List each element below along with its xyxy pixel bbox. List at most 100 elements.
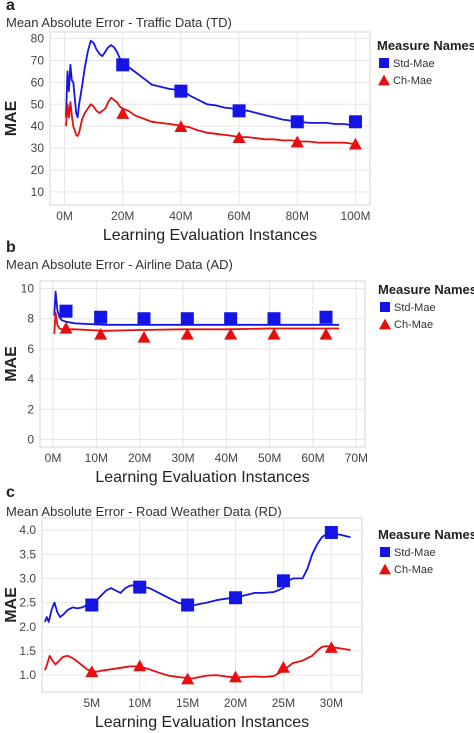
legend-std-label: Std-Mae bbox=[393, 58, 435, 70]
y-tick-label: 60 bbox=[31, 75, 45, 89]
x-tick-label: 0M bbox=[45, 451, 62, 465]
std-mae-marker bbox=[232, 104, 246, 118]
std-mae-marker bbox=[348, 115, 362, 129]
std-mae-marker bbox=[137, 312, 151, 326]
legend-std-label: Std-Mae bbox=[394, 547, 436, 559]
x-tick-label: 25M bbox=[272, 696, 295, 710]
ch-mae-marker bbox=[85, 665, 99, 678]
y-tick-label: 40 bbox=[31, 119, 45, 133]
y-tick-label: 4 bbox=[27, 372, 34, 386]
x-tick-label: 30M bbox=[171, 451, 194, 465]
y-tick-label: 10 bbox=[31, 185, 45, 199]
y-axis-label: MAE bbox=[3, 346, 20, 382]
std-mae-marker bbox=[224, 312, 238, 326]
x-tick-label: 80M bbox=[286, 209, 309, 223]
panel-letter: b bbox=[6, 239, 16, 256]
std-mae-marker bbox=[180, 312, 194, 326]
x-tick-label: 5M bbox=[83, 696, 100, 710]
y-tick-label: 2.5 bbox=[19, 596, 36, 610]
y-tick-label: 3.5 bbox=[19, 547, 36, 561]
y-tick-label: 3.0 bbox=[19, 571, 36, 585]
ch-mae-marker bbox=[229, 670, 243, 683]
x-tick-label: 10M bbox=[85, 451, 108, 465]
ch-mae-marker bbox=[181, 672, 195, 685]
y-tick-label: 2 bbox=[27, 402, 34, 416]
y-tick-label: 30 bbox=[31, 141, 45, 155]
plot-frame bbox=[41, 517, 363, 693]
legend-std-square-icon bbox=[380, 302, 390, 312]
ch-mae-marker bbox=[267, 327, 281, 340]
x-axis-label: Learning Evaluation Instances bbox=[95, 714, 309, 731]
legend-title: Measure Names bbox=[378, 527, 474, 542]
legend-ch-triangle-icon bbox=[379, 563, 391, 575]
y-tick-label: 10 bbox=[21, 282, 35, 296]
x-axis-label: Learning Evaluation Instances bbox=[95, 469, 309, 486]
y-tick-label: 4.0 bbox=[19, 523, 36, 537]
std-mae-marker bbox=[181, 598, 195, 612]
ch-mae-line bbox=[44, 645, 351, 680]
y-tick-label: 20 bbox=[31, 163, 45, 177]
plot-frame bbox=[49, 31, 371, 206]
ch-mae-line bbox=[53, 311, 339, 334]
legend-std-square-icon bbox=[380, 547, 390, 557]
y-tick-label: 1.5 bbox=[19, 644, 36, 658]
std-mae-marker bbox=[174, 84, 188, 98]
x-tick-label: 100M bbox=[340, 209, 370, 223]
ch-mae-marker bbox=[348, 137, 362, 150]
std-mae-marker bbox=[85, 598, 99, 612]
x-tick-label: 0M bbox=[56, 209, 73, 223]
std-mae-marker bbox=[133, 580, 147, 594]
y-tick-label: 50 bbox=[31, 97, 45, 111]
legend-std-square-icon bbox=[379, 58, 389, 68]
ch-mae-marker bbox=[290, 135, 304, 148]
ch-mae-marker bbox=[180, 327, 194, 340]
ch-mae-marker bbox=[116, 107, 130, 119]
std-mae-marker bbox=[116, 58, 130, 72]
std-mae-marker bbox=[324, 526, 338, 539]
x-tick-label: 70M bbox=[345, 451, 368, 465]
x-tick-label: 40M bbox=[169, 209, 192, 223]
chart-title: Mean Absolute Error - Road Weather Data … bbox=[6, 504, 282, 519]
legend-ch-label: Ch-Mae bbox=[394, 564, 433, 576]
std-mae-marker bbox=[267, 312, 281, 326]
ch-mae-marker bbox=[133, 659, 147, 672]
plot-frame bbox=[39, 280, 366, 448]
chart-panel-c: c Mean Absolute Error - Road Weather Data… bbox=[3, 484, 474, 731]
std-mae-marker bbox=[94, 310, 108, 324]
x-tick-label: 30M bbox=[320, 696, 343, 710]
y-tick-label: 0 bbox=[27, 432, 34, 446]
ch-mae-marker bbox=[276, 661, 290, 673]
x-tick-label: 50M bbox=[258, 451, 281, 465]
y-tick-label: 6 bbox=[27, 342, 34, 356]
y-tick-label: 8 bbox=[27, 312, 34, 326]
y-axis-label: MAE bbox=[3, 100, 20, 136]
legend-ch-triangle-icon bbox=[378, 74, 390, 86]
legend-ch-label: Ch-Mae bbox=[394, 319, 433, 331]
ch-mae-marker bbox=[319, 327, 333, 340]
legend-title: Measure Names bbox=[378, 282, 474, 297]
chart-title: Mean Absolute Error - Traffic Data (TD) bbox=[6, 15, 232, 30]
x-tick-label: 20M bbox=[128, 451, 151, 465]
y-tick-label: 1.0 bbox=[19, 668, 36, 682]
legend-ch-label: Ch-Mae bbox=[393, 75, 432, 87]
legend-std-label: Std-Mae bbox=[394, 302, 436, 314]
x-tick-label: 10M bbox=[128, 696, 151, 710]
x-tick-label: 15M bbox=[176, 696, 199, 710]
ch-mae-marker bbox=[94, 327, 108, 340]
std-mae-line bbox=[53, 290, 339, 326]
ch-mae-marker bbox=[59, 321, 73, 334]
panel-letter: a bbox=[6, 0, 15, 14]
ch-mae-marker bbox=[224, 327, 238, 340]
x-tick-label: 40M bbox=[215, 451, 238, 465]
y-tick-label: 2.0 bbox=[19, 620, 36, 634]
ch-mae-marker bbox=[232, 131, 246, 143]
y-tick-label: 80 bbox=[31, 32, 45, 46]
legend-ch-triangle-icon bbox=[379, 318, 391, 330]
x-tick-label: 60M bbox=[227, 209, 250, 223]
x-tick-label: 20M bbox=[111, 209, 134, 223]
std-mae-marker bbox=[290, 115, 304, 129]
std-mae-marker bbox=[59, 304, 73, 318]
x-tick-label: 60M bbox=[301, 451, 324, 465]
